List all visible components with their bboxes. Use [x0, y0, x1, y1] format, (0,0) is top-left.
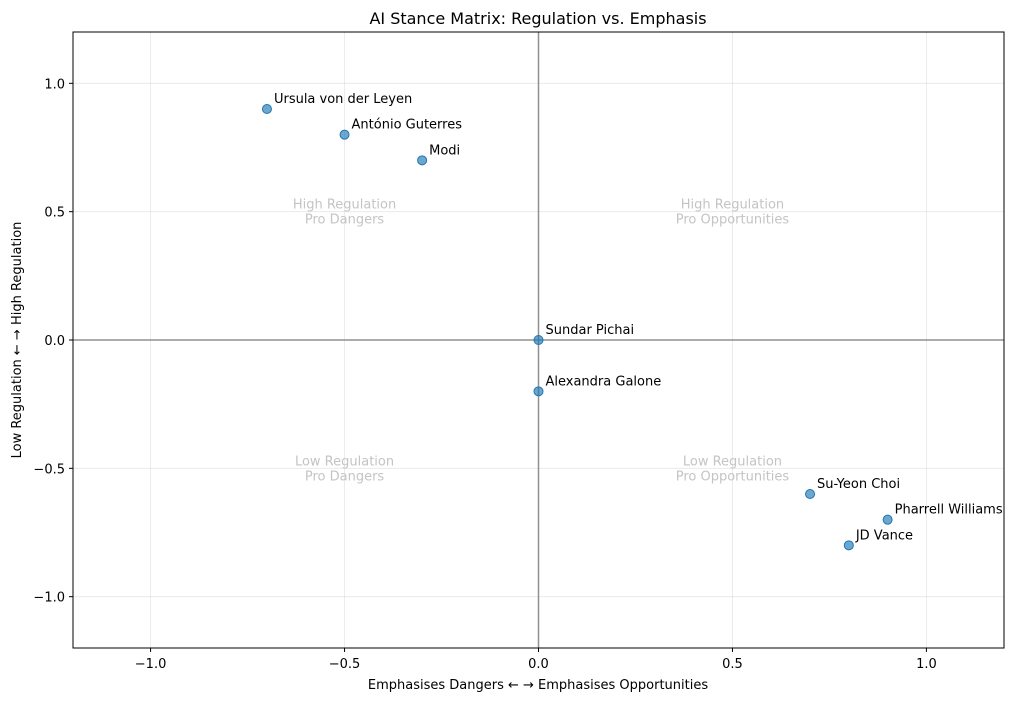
x-tick-label: 1.0	[916, 657, 937, 672]
x-tick-label: −1.0	[135, 657, 167, 672]
data-point-label: Alexandra Galone	[546, 374, 662, 389]
quadrant-label: Low Regulation	[295, 454, 394, 469]
quadrant-label: Pro Dangers	[305, 469, 385, 484]
data-point	[843, 540, 854, 551]
quadrant-label: Low Regulation	[683, 454, 782, 469]
y-tick-label: 0.5	[44, 206, 65, 221]
quadrant-label: Pro Opportunities	[676, 213, 790, 228]
x-tick-label: −0.5	[329, 657, 361, 672]
y-tick-label: −1.0	[33, 591, 65, 606]
quadrant-label: High Regulation	[681, 198, 784, 213]
data-point-label: Modi	[429, 143, 460, 158]
data-point	[882, 514, 893, 525]
y-tick-label: 1.0	[44, 77, 65, 92]
data-point-label: Su-Yeon Choi	[817, 477, 900, 492]
chart-title: AI Stance Matrix: Regulation vs. Emphasi…	[369, 9, 706, 28]
data-point	[805, 489, 816, 499]
data-point-label: António Guterres	[352, 118, 463, 133]
data-point	[339, 129, 350, 140]
data-point-label: Ursula von der Leyen	[274, 92, 412, 107]
data-point	[261, 104, 272, 114]
x-tick-label: 0.0	[528, 657, 549, 672]
y-tick-label: 0.0	[44, 334, 65, 349]
quadrant-label: Pro Dangers	[305, 213, 385, 228]
data-point-label: Pharrell Williams	[895, 503, 1003, 518]
x-tick-label: 0.5	[722, 657, 743, 672]
data-point-label: JD Vance	[855, 528, 913, 543]
quadrant-label: High Regulation	[293, 198, 396, 213]
quadrant-label: Pro Opportunities	[676, 469, 790, 484]
y-axis-label: Low Regulation ← → High Regulation	[10, 222, 25, 459]
data-point-label: Sundar Pichai	[546, 323, 635, 338]
data-point	[533, 386, 544, 397]
x-axis-label: Emphasises Dangers ← → Emphasises Opport…	[368, 678, 708, 693]
y-tick-label: −0.5	[33, 462, 65, 477]
data-point	[417, 155, 428, 166]
data-point	[533, 335, 544, 345]
